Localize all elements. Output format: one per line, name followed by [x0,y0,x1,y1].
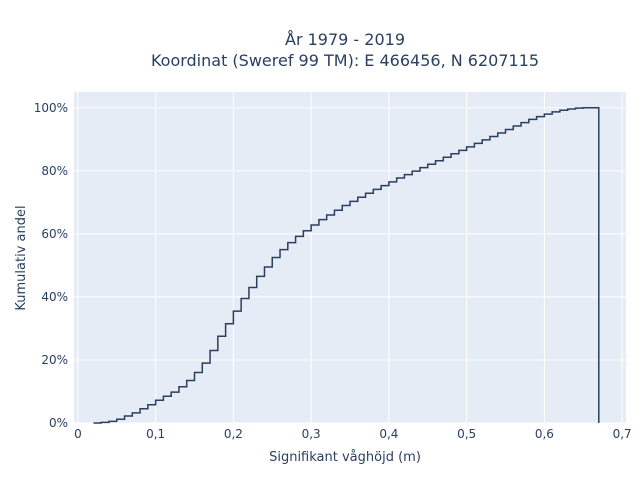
x-tick-label: 0 [74,427,82,441]
y-tick-label: 0% [49,416,68,430]
y-tick-label: 60% [41,227,68,241]
x-tick-label: 0,5 [457,427,476,441]
plot-area [74,92,626,423]
chart-title-line-2: Koordinat (Sweref 99 TM): E 466456, N 62… [151,51,539,70]
y-tick-label: 80% [41,164,68,178]
x-axis-title: Signifikant våghöjd (m) [269,450,421,465]
x-tick-label: 0,6 [535,427,554,441]
y-axis-title: Kumulativ andel [14,205,29,310]
x-tick-label: 0,4 [379,427,398,441]
x-tick-label: 0,1 [146,427,165,441]
y-tick-labels: 0% 20% 40% 60% 80% 100% [34,101,68,430]
y-tick-label: 40% [41,290,68,304]
cdf-step-line [93,107,600,424]
chart-title-line-1: År 1979 - 2019 [285,30,405,49]
y-tick-label: 100% [34,101,68,115]
y-gridlines [74,107,626,424]
y-tick-label: 20% [41,353,68,367]
x-tick-label: 0,3 [302,427,321,441]
x-tick-label: 0,2 [224,427,243,441]
x-tick-labels: 0 0,1 0,2 0,3 0,4 0,5 0,6 0,7 [74,427,632,441]
x-tick-label: 0,7 [613,427,632,441]
